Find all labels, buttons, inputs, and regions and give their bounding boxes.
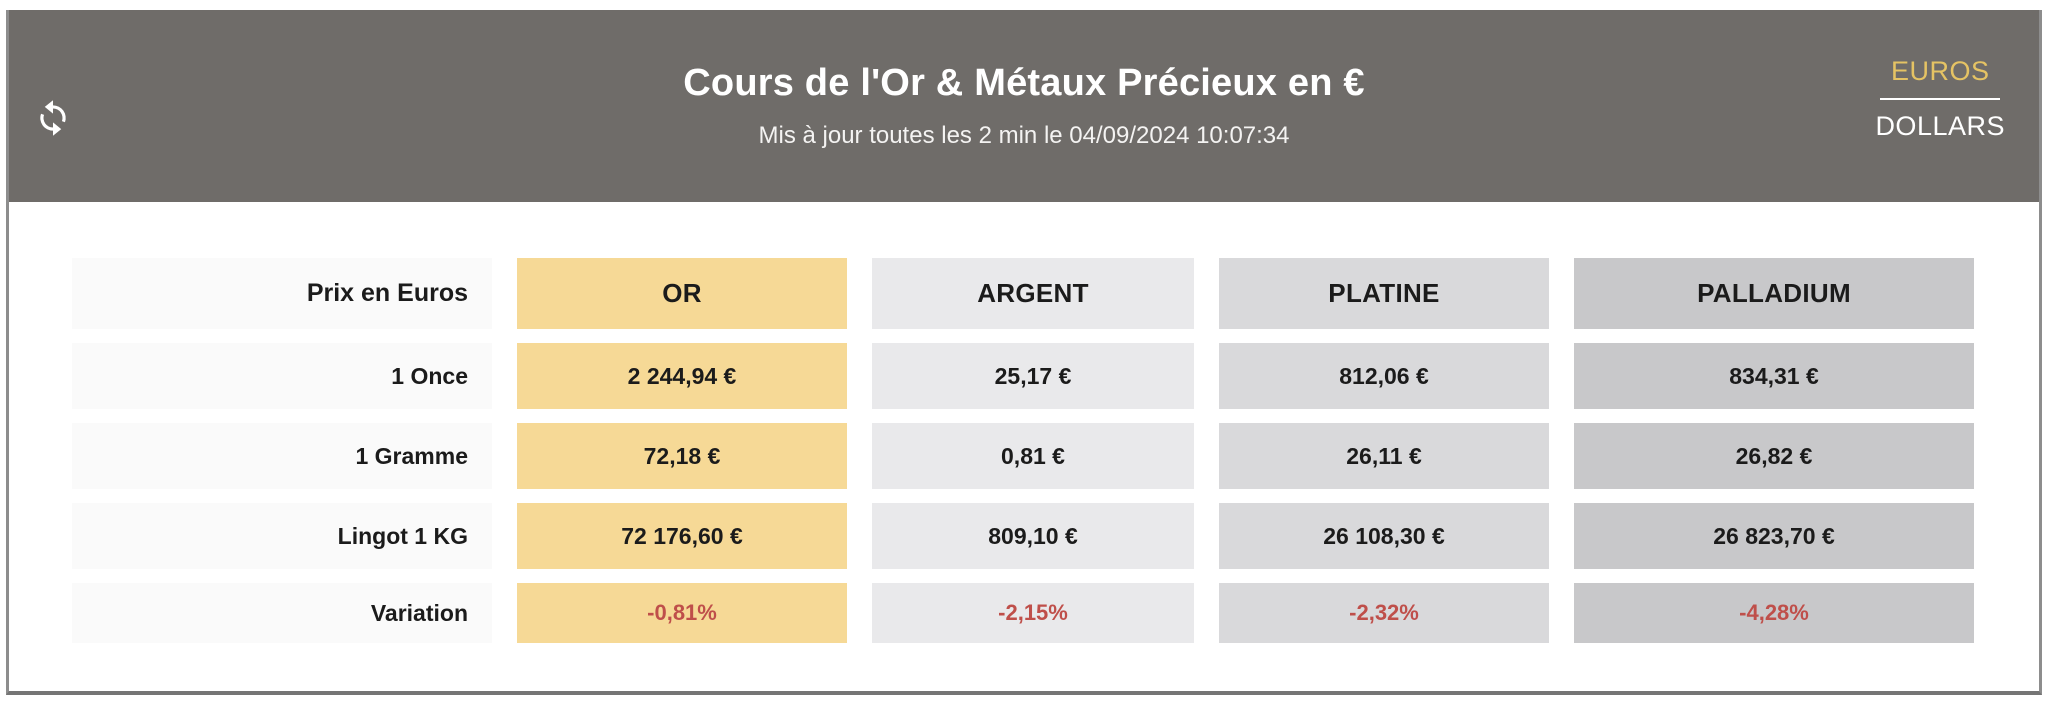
price-or-lingot: 72 176,60 € [517, 503, 847, 569]
corner-label: Prix en Euros [72, 258, 492, 329]
variation-argent: -2,15% [872, 583, 1194, 643]
price-argent-lingot: 809,10 € [872, 503, 1194, 569]
row-label-gramme: 1 Gramme [72, 423, 492, 489]
variation-platine: -2,32% [1219, 583, 1549, 643]
column-header-platine: PLATINE [1219, 258, 1549, 329]
column-header-or: OR [517, 258, 847, 329]
price-palladium-gramme: 26,82 € [1574, 423, 1974, 489]
currency-toggle: EUROS DOLLARS [1875, 56, 2005, 142]
refresh-button[interactable] [31, 96, 75, 140]
variation-or: -0,81% [517, 583, 847, 643]
price-or-gramme: 72,18 € [517, 423, 847, 489]
column-header-palladium: PALLADIUM [1574, 258, 1974, 329]
widget-header: Cours de l'Or & Métaux Précieux en € Mis… [9, 10, 2039, 202]
page-title: Cours de l'Or & Métaux Précieux en € [683, 62, 1365, 104]
price-platine-gramme: 26,11 € [1219, 423, 1549, 489]
row-label-lingot: Lingot 1 KG [72, 503, 492, 569]
row-label-once: 1 Once [72, 343, 492, 409]
column-header-argent: ARGENT [872, 258, 1194, 329]
currency-tab-euros[interactable]: EUROS [1890, 56, 1990, 86]
price-table: Prix en Euros OR ARGENT PLATINE PALLADIU… [9, 202, 2039, 643]
refresh-icon [34, 99, 72, 137]
variation-palladium: -4,28% [1574, 583, 1974, 643]
row-label-variation: Variation [72, 583, 492, 643]
currency-tab-dollars[interactable]: DOLLARS [1875, 111, 2005, 141]
price-argent-once: 25,17 € [872, 343, 1194, 409]
price-palladium-lingot: 26 823,70 € [1574, 503, 1974, 569]
price-argent-gramme: 0,81 € [872, 423, 1194, 489]
price-palladium-once: 834,31 € [1574, 343, 1974, 409]
update-status: Mis à jour toutes les 2 min le 04/09/202… [758, 122, 1290, 149]
gold-price-widget: Cours de l'Or & Métaux Précieux en € Mis… [6, 10, 2042, 695]
price-platine-once: 812,06 € [1219, 343, 1549, 409]
price-or-once: 2 244,94 € [517, 343, 847, 409]
currency-divider [1880, 98, 2001, 100]
price-platine-lingot: 26 108,30 € [1219, 503, 1549, 569]
